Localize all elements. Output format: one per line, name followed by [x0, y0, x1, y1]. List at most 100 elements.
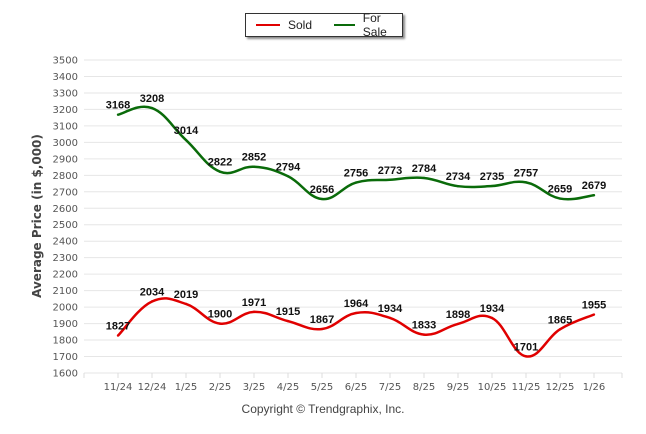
x-tick-label: 8/25	[413, 382, 435, 393]
data-point-sold[interactable]	[524, 355, 528, 358]
data-point-for-sale[interactable]	[558, 197, 562, 200]
gridlines	[84, 59, 622, 374]
data-point-for-sale[interactable]	[150, 106, 154, 110]
data-label-for-sale: 3014	[174, 125, 199, 137]
data-point-for-sale[interactable]	[422, 176, 426, 180]
legend-item-for-sale[interactable]: For Sale	[334, 11, 402, 39]
x-tick-label: 4/25	[277, 382, 299, 393]
data-label-for-sale: 2679	[582, 180, 606, 192]
data-point-sold[interactable]	[286, 319, 290, 323]
data-point-sold[interactable]	[388, 316, 392, 320]
data-label-sold: 1898	[446, 309, 470, 321]
data-label-sold: 2034	[140, 287, 165, 299]
x-tick-label: 12/25	[546, 382, 575, 393]
data-point-for-sale[interactable]	[354, 181, 358, 184]
data-point-for-sale[interactable]	[116, 113, 120, 116]
data-point-sold[interactable]	[422, 333, 426, 336]
data-label-sold: 1833	[412, 320, 436, 332]
y-tick-label: 1600	[53, 369, 78, 380]
y-tick-label: 2800	[53, 171, 78, 182]
data-point-sold[interactable]	[150, 300, 154, 303]
x-tick-label: 6/25	[345, 382, 367, 393]
legend-label-sold: Sold	[288, 18, 313, 32]
data-label-for-sale: 3168	[106, 100, 130, 112]
series	[116, 105, 596, 358]
data-point-sold[interactable]	[252, 310, 256, 314]
data-point-sold[interactable]	[320, 327, 324, 331]
legend-label-for-sale: For Sale	[362, 11, 387, 39]
x-tick-label: 5/25	[311, 382, 333, 393]
data-point-for-sale[interactable]	[184, 138, 188, 142]
copyright-text: Copyright © Trendgraphix, Inc.	[241, 402, 405, 416]
legend-swatch-sold	[256, 24, 280, 26]
data-label-sold: 1900	[208, 309, 232, 321]
data-label-for-sale: 2656	[310, 184, 334, 196]
x-axis: 11/24 12/24 1/25 2/25 3/25 4/25 5/25 6/25 7/25 8/…	[83, 373, 623, 393]
y-tick-label: 3500	[53, 56, 78, 67]
data-label-sold: 1827	[106, 321, 130, 333]
y-tick-label: 2900	[53, 154, 78, 165]
data-labels: 1827 2034 2019 1900 1971 1915 1867 1964 1934 1833…	[106, 93, 606, 353]
x-tick-label: 10/25	[478, 382, 507, 393]
y-axis-title: Average Price (in $,000)	[30, 134, 44, 298]
data-label-sold: 1701	[514, 341, 538, 353]
data-label-for-sale: 2659	[548, 184, 572, 196]
y-tick-label: 2000	[53, 303, 78, 314]
data-label-sold: 1934	[378, 303, 403, 315]
y-tick-label: 2100	[53, 286, 78, 297]
y-axis: 1600 1700 1800 1900 2000 2100 2200 2300 2400 2500…	[53, 56, 78, 380]
y-tick-label: 3200	[53, 105, 78, 116]
y-tick-label: 3100	[53, 121, 78, 132]
data-point-sold[interactable]	[184, 302, 188, 306]
data-point-for-sale[interactable]	[286, 175, 290, 178]
x-tick-label: 1/26	[583, 382, 605, 393]
data-label-for-sale: 3208	[140, 93, 164, 105]
data-point-sold[interactable]	[456, 322, 460, 326]
chart-legend: Sold For Sale	[245, 11, 403, 39]
legend-item-sold[interactable]: Sold	[256, 18, 312, 32]
data-label-sold: 1867	[310, 314, 334, 326]
data-point-for-sale[interactable]	[524, 181, 528, 184]
data-point-sold[interactable]	[490, 316, 494, 320]
x-tick-label: 3/25	[243, 382, 265, 393]
y-tick-label: 2600	[53, 204, 78, 215]
y-tick-label: 2300	[53, 253, 78, 264]
data-label-for-sale: 2784	[412, 163, 437, 175]
y-tick-label: 2500	[53, 220, 78, 231]
data-point-sold[interactable]	[592, 313, 596, 316]
data-point-for-sale[interactable]	[456, 184, 460, 188]
x-tick-label: 7/25	[379, 382, 401, 393]
y-tick-label: 2700	[53, 187, 78, 198]
series-line-for-sale[interactable]	[117, 105, 595, 201]
data-point-for-sale[interactable]	[218, 170, 222, 173]
data-label-sold: 1865	[548, 314, 572, 326]
y-tick-label: 3000	[53, 138, 78, 149]
x-tick-label: 9/25	[447, 382, 469, 393]
data-label-for-sale: 2773	[378, 165, 402, 177]
data-point-sold[interactable]	[116, 334, 120, 337]
data-label-for-sale: 2852	[242, 152, 266, 164]
data-label-for-sale: 2794	[276, 161, 301, 173]
data-point-sold[interactable]	[354, 311, 358, 315]
data-point-for-sale[interactable]	[490, 184, 494, 188]
data-point-for-sale[interactable]	[388, 178, 392, 181]
data-label-sold: 1964	[344, 298, 369, 310]
data-label-sold: 1934	[480, 303, 505, 315]
y-tick-label: 1700	[53, 352, 78, 363]
x-tick-label: 12/24	[138, 382, 167, 393]
data-label-for-sale: 2822	[208, 157, 232, 169]
x-tick-label: 2/25	[209, 382, 231, 393]
y-tick-label: 1900	[53, 319, 78, 330]
data-label-sold: 1915	[276, 306, 300, 318]
data-point-sold[interactable]	[558, 328, 562, 331]
data-point-for-sale[interactable]	[320, 197, 324, 201]
data-point-for-sale[interactable]	[592, 194, 596, 197]
x-tick-label: 11/24	[104, 382, 133, 393]
data-point-for-sale[interactable]	[252, 165, 256, 168]
y-tick-label: 2200	[53, 270, 78, 281]
data-point-sold[interactable]	[218, 322, 222, 325]
legend-swatch-for-sale	[334, 24, 355, 26]
y-tick-label: 1800	[53, 336, 78, 347]
data-label-for-sale: 2735	[480, 171, 504, 183]
